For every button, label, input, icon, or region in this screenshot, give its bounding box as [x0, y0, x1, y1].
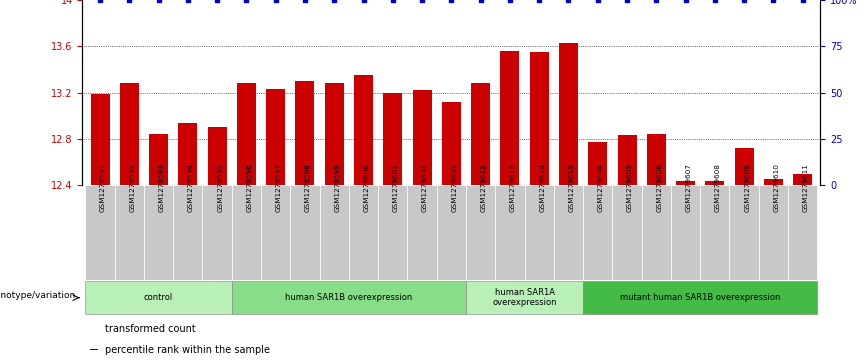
Text: GSM1279615: GSM1279615	[569, 163, 575, 212]
Bar	[349, 185, 378, 280]
Bar	[290, 185, 319, 280]
Text: GSM1279595: GSM1279595	[217, 163, 223, 212]
Bar	[325, 83, 344, 185]
Text: GSM1279609: GSM1279609	[744, 163, 750, 212]
Text: GSM1279608: GSM1279608	[715, 163, 720, 212]
Bar	[207, 127, 227, 185]
Bar	[115, 185, 144, 280]
Bar	[647, 134, 666, 185]
Bar	[266, 89, 286, 185]
Text: GSM1279603: GSM1279603	[451, 163, 457, 212]
Bar	[90, 329, 98, 330]
Text: GSM1279611: GSM1279611	[803, 163, 809, 212]
Text: GSM1279614: GSM1279614	[539, 163, 545, 212]
Bar	[676, 180, 695, 185]
Bar	[149, 134, 168, 185]
Text: mutant human SAR1B overexpression: mutant human SAR1B overexpression	[620, 293, 780, 302]
Text: GSM1279591: GSM1279591	[100, 163, 106, 212]
Bar	[559, 43, 578, 185]
Bar	[524, 185, 554, 280]
Text: genotype/variation: genotype/variation	[0, 291, 76, 300]
Bar	[583, 185, 613, 280]
Bar	[85, 281, 232, 314]
Bar	[90, 349, 98, 350]
Bar	[793, 174, 812, 185]
Bar	[202, 185, 232, 280]
Bar	[442, 102, 461, 185]
Bar	[120, 83, 139, 185]
Text: GSM1279596: GSM1279596	[247, 163, 253, 212]
Text: GSM1279600: GSM1279600	[364, 163, 370, 212]
Bar	[764, 179, 783, 185]
Bar	[700, 185, 729, 280]
Text: human SAR1A
overexpression: human SAR1A overexpression	[492, 288, 556, 307]
Text: GSM1279604: GSM1279604	[598, 163, 604, 212]
Bar	[583, 281, 818, 314]
Text: GSM1279597: GSM1279597	[276, 163, 282, 212]
Bar	[232, 185, 261, 280]
Bar	[407, 185, 437, 280]
Text: control: control	[144, 293, 174, 302]
Bar	[788, 185, 818, 280]
Text: percentile rank within the sample: percentile rank within the sample	[105, 345, 270, 355]
Bar	[471, 83, 490, 185]
Text: GSM1279606: GSM1279606	[656, 163, 662, 212]
Bar	[466, 185, 496, 280]
Text: GSM1279607: GSM1279607	[686, 163, 692, 212]
Bar	[554, 185, 583, 280]
Text: GSM1279592: GSM1279592	[129, 163, 135, 212]
Bar	[500, 51, 519, 185]
Bar	[85, 185, 115, 280]
Text: human SAR1B overexpression: human SAR1B overexpression	[286, 293, 412, 302]
Bar	[232, 281, 466, 314]
Bar	[671, 185, 700, 280]
Bar	[354, 75, 373, 185]
Text: GSM1279594: GSM1279594	[187, 163, 194, 212]
Text: GSM1279593: GSM1279593	[159, 163, 165, 212]
Bar	[144, 185, 174, 280]
Bar	[178, 123, 197, 185]
Text: GSM1279612: GSM1279612	[481, 163, 487, 212]
Bar	[174, 185, 202, 280]
Bar	[295, 81, 314, 185]
Bar	[706, 180, 725, 185]
Bar	[319, 185, 349, 280]
Bar	[384, 93, 403, 185]
Bar	[261, 185, 290, 280]
Text: GSM1279605: GSM1279605	[627, 163, 633, 212]
Bar	[437, 185, 466, 280]
Text: GSM1279599: GSM1279599	[334, 163, 340, 212]
Bar	[641, 185, 671, 280]
Text: GSM1279610: GSM1279610	[773, 163, 779, 212]
Bar	[496, 185, 524, 280]
Bar	[90, 94, 109, 185]
Bar	[613, 185, 641, 280]
Bar	[378, 185, 407, 280]
Text: GSM1279613: GSM1279613	[510, 163, 516, 212]
Bar	[529, 52, 549, 185]
Text: GSM1279598: GSM1279598	[305, 163, 311, 212]
Text: GSM1279601: GSM1279601	[393, 163, 398, 212]
Bar	[729, 185, 759, 280]
Bar	[734, 148, 753, 185]
Bar	[759, 185, 788, 280]
Bar	[617, 135, 636, 185]
Bar	[237, 83, 256, 185]
Bar	[589, 142, 608, 185]
Bar	[412, 90, 431, 185]
Bar	[466, 281, 583, 314]
Text: transformed count: transformed count	[105, 324, 196, 334]
Text: GSM1279602: GSM1279602	[422, 163, 428, 212]
